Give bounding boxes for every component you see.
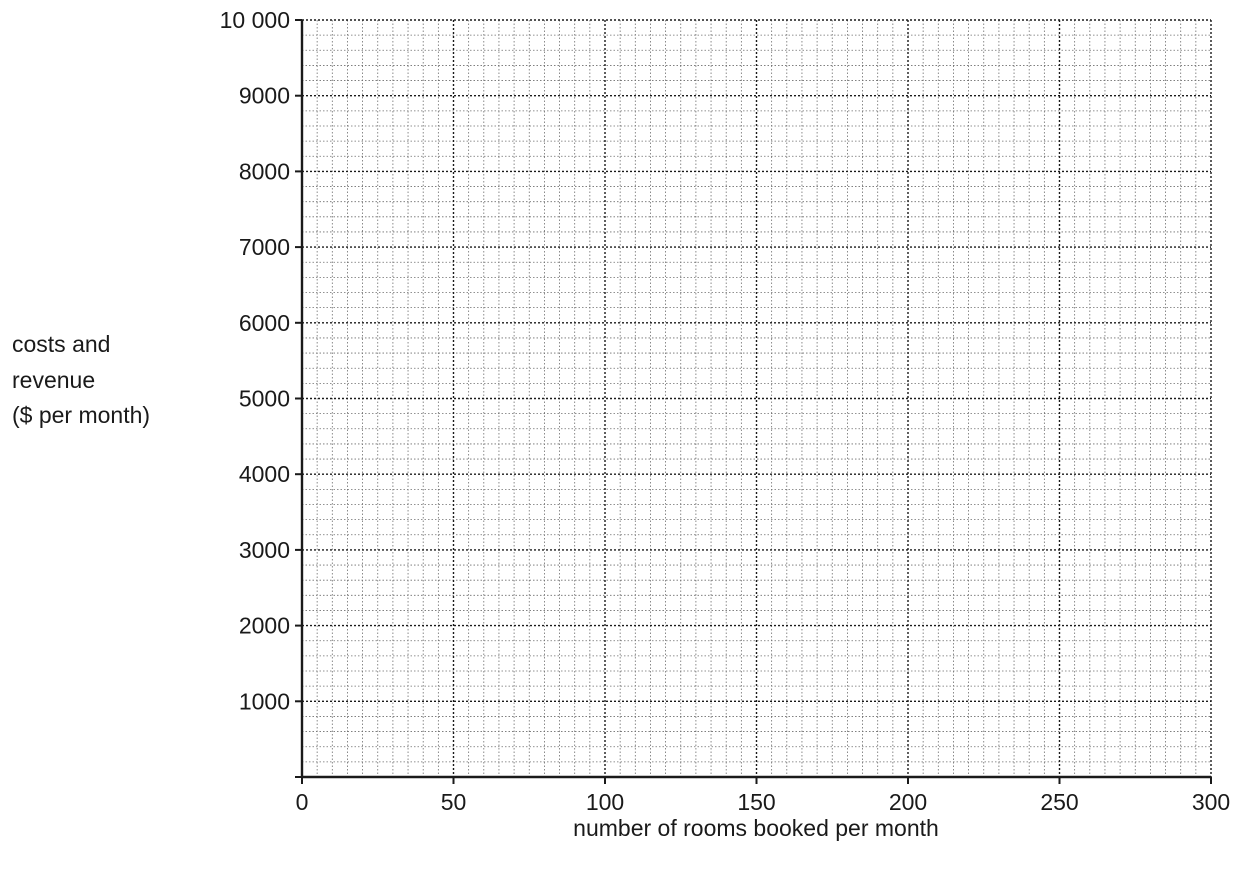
y-axis-label-line-3: ($ per month) bbox=[12, 402, 150, 428]
x-axis-ticks: 0 50 100 150 200 250 300 bbox=[296, 777, 1230, 815]
y-tick-label: 7000 bbox=[239, 234, 290, 260]
y-axis-label-line-2: revenue bbox=[12, 367, 95, 393]
y-tick-label: 1000 bbox=[239, 688, 290, 714]
y-tick-label: 5000 bbox=[239, 386, 290, 412]
x-axis-label: number of rooms booked per month bbox=[573, 815, 939, 841]
y-tick-label: 8000 bbox=[239, 158, 290, 184]
y-tick-label: 9000 bbox=[239, 83, 290, 109]
y-tick-label: 10 000 bbox=[220, 7, 290, 33]
y-tick-label: 4000 bbox=[239, 461, 290, 487]
x-tick-label: 50 bbox=[441, 789, 467, 815]
x-tick-label: 0 bbox=[296, 789, 309, 815]
x-tick-label: 250 bbox=[1040, 789, 1078, 815]
y-tick-label: 2000 bbox=[239, 613, 290, 639]
x-tick-label: 100 bbox=[586, 789, 624, 815]
x-tick-label: 200 bbox=[889, 789, 927, 815]
x-tick-label: 300 bbox=[1192, 789, 1230, 815]
y-axis-label-line-1: costs and bbox=[12, 331, 110, 357]
y-axis-ticks: 1000 2000 3000 4000 5000 6000 7000 8000 9000 10 0… bbox=[220, 7, 302, 778]
x-tick-label: 150 bbox=[737, 789, 775, 815]
y-tick-label: 3000 bbox=[239, 537, 290, 563]
y-tick-label: 6000 bbox=[239, 310, 290, 336]
major-grid bbox=[302, 19, 1212, 777]
